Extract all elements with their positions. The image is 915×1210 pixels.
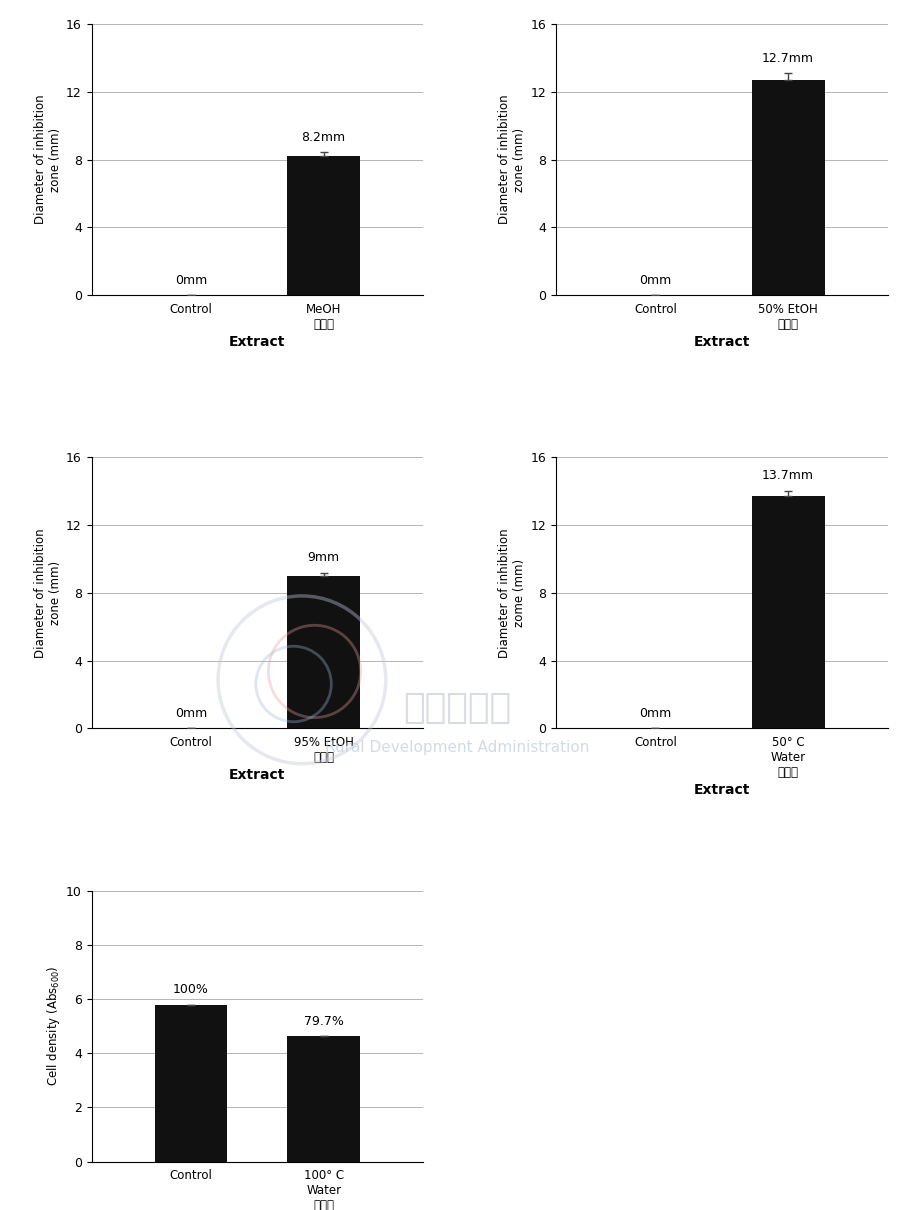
Bar	[155, 1004, 228, 1162]
Text: 13.7mm: 13.7mm	[762, 469, 814, 483]
Y-axis label: Diameter of inhibition
zone (mm): Diameter of inhibition zone (mm)	[499, 94, 526, 224]
Bar	[751, 496, 824, 728]
X-axis label: Extract: Extract	[229, 768, 285, 782]
Text: 79.7%: 79.7%	[304, 1015, 344, 1028]
Text: 0mm: 0mm	[640, 273, 672, 287]
Text: 100%: 100%	[173, 984, 209, 996]
X-axis label: Extract: Extract	[229, 335, 285, 348]
Text: 8.2mm: 8.2mm	[302, 131, 346, 144]
Bar	[287, 576, 361, 728]
Bar	[287, 156, 361, 295]
Y-axis label: Diameter of inhibition
zone (mm): Diameter of inhibition zone (mm)	[34, 528, 62, 658]
Text: 0mm: 0mm	[175, 273, 207, 287]
X-axis label: Extract: Extract	[694, 783, 750, 797]
Bar	[751, 80, 824, 295]
Y-axis label: Cell density (Abs$_{600}$): Cell density (Abs$_{600}$)	[45, 966, 61, 1087]
Text: 농초진흥청: 농초진흥청	[404, 691, 511, 725]
Y-axis label: Diameter of inhibition
zone (mm): Diameter of inhibition zone (mm)	[34, 94, 62, 224]
Y-axis label: Diameter of inhibition
zome (mm): Diameter of inhibition zome (mm)	[499, 528, 526, 658]
Text: 0mm: 0mm	[175, 707, 207, 720]
X-axis label: Extract: Extract	[694, 335, 750, 348]
Text: Rural Development Administration: Rural Development Administration	[326, 741, 589, 755]
Text: 9mm: 9mm	[307, 552, 339, 564]
Text: 0mm: 0mm	[640, 707, 672, 720]
Bar	[287, 1036, 361, 1162]
Text: 12.7mm: 12.7mm	[762, 52, 814, 65]
